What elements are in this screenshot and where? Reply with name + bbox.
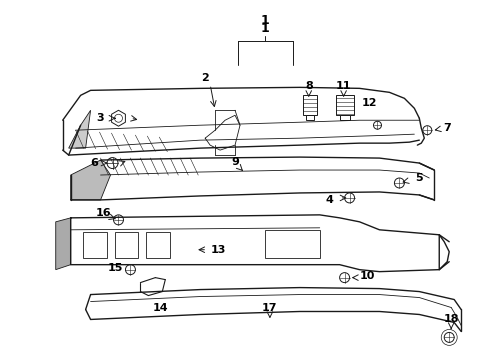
- Polygon shape: [71, 160, 110, 200]
- Text: 4: 4: [325, 195, 333, 205]
- Text: 10: 10: [359, 271, 374, 281]
- Circle shape: [339, 273, 349, 283]
- Circle shape: [113, 215, 123, 225]
- Text: 18: 18: [443, 314, 458, 324]
- Bar: [146, 232, 170, 258]
- Text: 13: 13: [210, 245, 225, 255]
- Bar: [82, 232, 106, 258]
- Text: 1: 1: [260, 14, 269, 27]
- Circle shape: [125, 265, 135, 275]
- Bar: [339, 115, 349, 120]
- Text: 1: 1: [260, 22, 269, 35]
- Bar: [114, 232, 138, 258]
- Text: 6: 6: [90, 158, 98, 168]
- Circle shape: [373, 121, 381, 129]
- Bar: [335, 95, 353, 115]
- Text: 7: 7: [443, 123, 450, 133]
- Text: 8: 8: [304, 81, 312, 91]
- Text: 14: 14: [152, 302, 168, 312]
- Text: 17: 17: [262, 302, 277, 312]
- Bar: [305, 115, 313, 120]
- Bar: [302, 95, 316, 115]
- Text: 9: 9: [231, 157, 239, 167]
- Bar: [264, 230, 319, 258]
- Text: 16: 16: [96, 208, 111, 218]
- Text: 15: 15: [107, 263, 123, 273]
- Text: 12: 12: [361, 98, 377, 108]
- Circle shape: [443, 332, 453, 342]
- Polygon shape: [68, 110, 90, 148]
- Text: 3: 3: [97, 113, 104, 123]
- Circle shape: [107, 158, 118, 168]
- Circle shape: [344, 193, 354, 203]
- Text: 2: 2: [201, 73, 208, 84]
- Circle shape: [422, 126, 431, 135]
- Circle shape: [394, 178, 404, 188]
- Circle shape: [114, 114, 122, 122]
- Text: 5: 5: [415, 173, 422, 183]
- Polygon shape: [56, 218, 71, 270]
- Text: 11: 11: [335, 81, 351, 91]
